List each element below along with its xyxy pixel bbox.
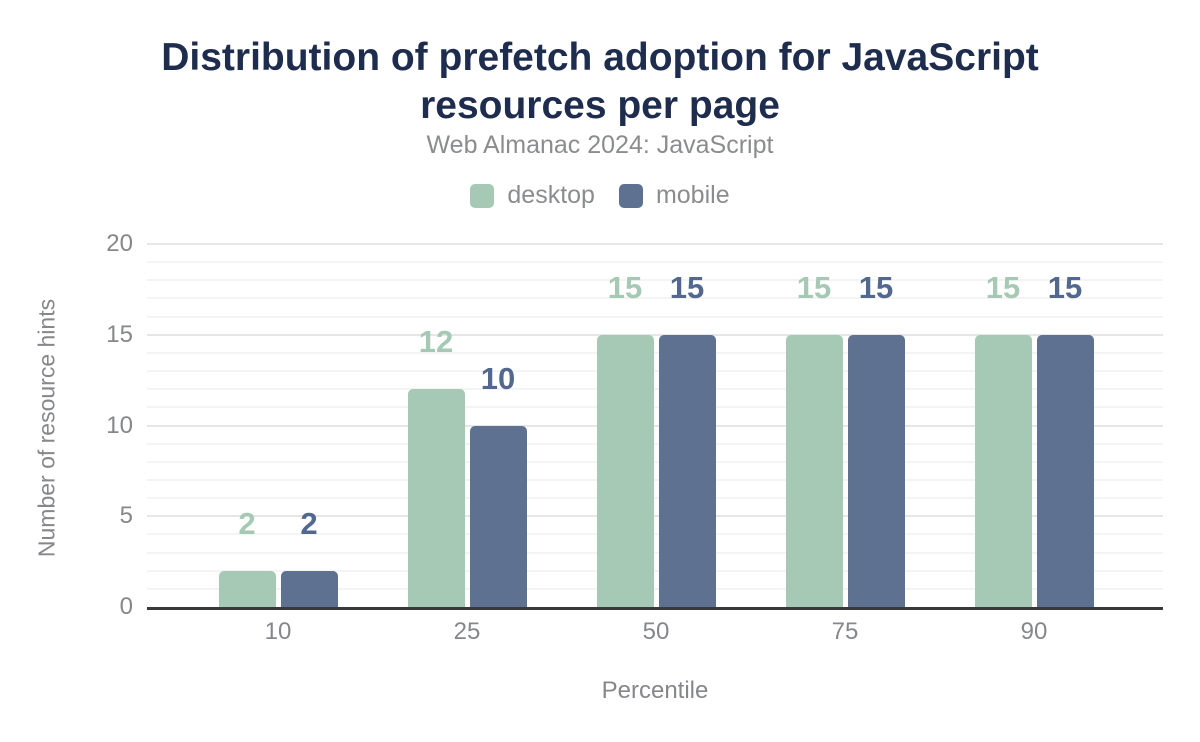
desktop-legend-swatch-icon — [470, 183, 495, 208]
y-axis-tick-label: 20 — [106, 230, 133, 257]
desktop-bar-value-label: 15 — [985, 269, 1021, 305]
desktop-bar-value-label: 2 — [238, 505, 256, 541]
x-axis-tick-label: 25 — [453, 618, 481, 645]
chart-subtitle: Web Almanac 2024: JavaScript — [426, 131, 774, 159]
minor-gridline — [147, 442, 1163, 445]
minor-gridline — [147, 497, 1163, 500]
mobile-bar-p25 — [469, 425, 527, 607]
minor-gridline — [147, 551, 1163, 554]
desktop-bar-p90 — [974, 334, 1032, 607]
y-axis-tick-label: 10 — [106, 411, 133, 439]
mobile-legend-label: mobile — [655, 181, 730, 209]
y-axis-tick-label: 15 — [106, 320, 133, 348]
chart-title: Distribution of prefetch adoption for Ja… — [161, 36, 1039, 127]
minor-gridline — [147, 370, 1163, 373]
y-axis-tick-label: 5 — [119, 502, 133, 530]
desktop-bar-p10 — [218, 570, 276, 607]
desktop-bar-p50 — [596, 334, 654, 607]
x-axis-tick-label: 10 — [264, 618, 292, 645]
y-axis-tick-label: 0 — [119, 593, 133, 620]
x-axis-tick-label: 50 — [642, 618, 670, 645]
minor-gridline — [147, 297, 1163, 300]
x-axis-line — [147, 607, 1163, 610]
mobile-bar-value-label: 15 — [1047, 269, 1083, 305]
mobile-bar-value-label: 2 — [300, 505, 318, 541]
chart-legend: desktop mobile — [0, 181, 1200, 210]
mobile-bar-value-label: 15 — [669, 269, 705, 305]
desktop-bar-value-label: 12 — [418, 324, 454, 360]
x-axis-title: Percentile — [601, 677, 709, 704]
major-gridline — [147, 333, 1163, 336]
x-axis-tick-label: 90 — [1020, 618, 1048, 645]
plot-area: 2 2 12 10 15 15 15 15 15 15 — [147, 243, 1163, 607]
minor-gridline — [147, 351, 1163, 354]
minor-gridline — [147, 460, 1163, 463]
desktop-bar-value-label: 15 — [796, 269, 832, 305]
desktop-bar-value-label: 15 — [607, 269, 643, 305]
desktop-legend-label: desktop — [507, 181, 595, 209]
minor-gridline — [147, 569, 1163, 572]
major-gridline — [147, 515, 1163, 518]
minor-gridline — [147, 315, 1163, 318]
minor-gridline — [147, 388, 1163, 391]
mobile-bar-p10 — [280, 570, 338, 607]
minor-gridline — [147, 279, 1163, 282]
mobile-bar-value-label: 10 — [480, 360, 516, 396]
legend-item-mobile[interactable]: mobile — [618, 181, 730, 210]
legend-item-desktop[interactable]: desktop — [470, 181, 595, 210]
minor-gridline — [147, 406, 1163, 409]
y-axis-title: Number of resource hints — [33, 298, 60, 558]
mobile-bar-p50 — [658, 334, 716, 607]
mobile-bar-p90 — [1036, 334, 1094, 607]
mobile-bar-p75 — [847, 334, 905, 607]
minor-gridline — [147, 261, 1163, 264]
major-gridline — [147, 424, 1163, 427]
mobile-bar-value-label: 15 — [858, 269, 894, 305]
major-gridline — [147, 243, 1163, 245]
minor-gridline — [147, 478, 1163, 481]
desktop-bar-p75 — [785, 334, 843, 607]
minor-gridline — [147, 533, 1163, 536]
mobile-legend-swatch-icon — [618, 183, 643, 208]
desktop-bar-p25 — [407, 389, 465, 607]
x-axis-tick-label: 75 — [831, 618, 859, 645]
minor-gridline — [147, 587, 1163, 590]
